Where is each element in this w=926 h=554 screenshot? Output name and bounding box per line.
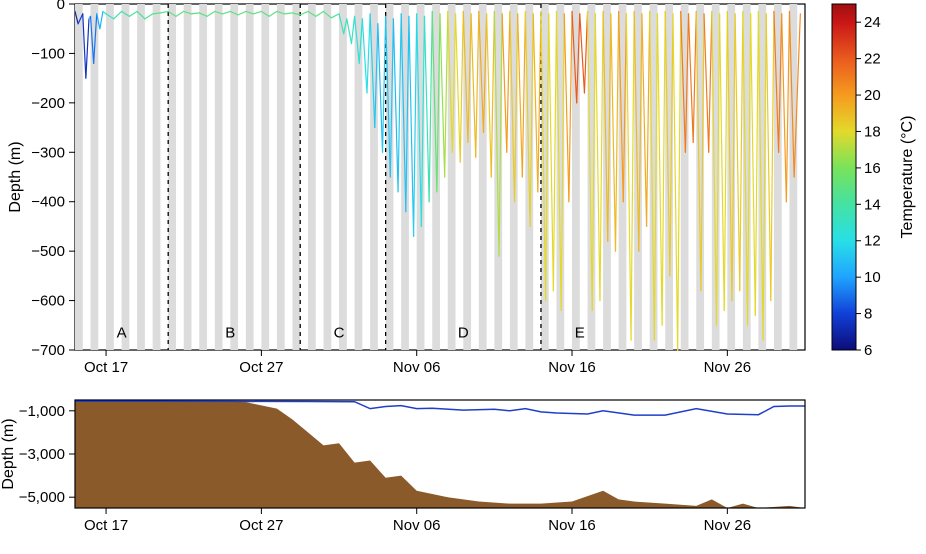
xtick-label: Nov 16	[548, 517, 596, 534]
xtick-label: Nov 06	[393, 359, 441, 376]
colorbar-tick: 6	[864, 342, 872, 359]
xtick-label: Nov 26	[704, 359, 752, 376]
colorbar-tick: 10	[864, 269, 881, 286]
colorbar-tick: 16	[864, 160, 881, 177]
phase-label: E	[575, 325, 585, 342]
bathymetry-area	[75, 401, 805, 508]
ytick-label: −700	[31, 342, 65, 359]
colorbar-tick: 22	[864, 51, 881, 68]
colorbar-tick: 12	[864, 233, 881, 250]
phase-label: A	[117, 325, 127, 342]
ytick-label: −100	[31, 45, 65, 62]
colorbar-tick: 14	[864, 196, 881, 213]
colorbar-tick: 20	[864, 87, 881, 104]
ytick-label: −600	[31, 293, 65, 310]
colorbar: 6 8 10 12 14 16 18 20 22 24 Temperature (°C)	[832, 4, 916, 359]
phase-label: C	[334, 325, 345, 342]
ytick-label: 0	[57, 0, 65, 13]
xtick-label: Oct 27	[239, 359, 283, 376]
ytick-label: −3,000	[19, 446, 65, 463]
figure-svg: A B C D E 0 −100 −200 −300 −400 −500 −600 −700 Depth …	[0, 0, 926, 549]
ytick-label: −200	[31, 95, 65, 112]
phase-label: B	[225, 325, 235, 342]
ytick-label: −300	[31, 144, 65, 161]
ytick-label: −5,000	[19, 489, 65, 506]
bottom-chart: −1,000 −3,000 −5,000Depth (m) Oct 17 Oct 27 N…	[0, 400, 805, 534]
xtick-label: Nov 06	[393, 517, 441, 534]
xtick-label: Oct 17	[84, 359, 128, 376]
colorbar-tick: 24	[864, 14, 881, 31]
ylabel-bottom: Depth (m)	[0, 418, 17, 489]
colorbar-tick: 8	[864, 306, 872, 323]
phase-label: D	[458, 325, 469, 342]
xtick-label: Nov 26	[704, 517, 752, 534]
xtick-label: Nov 16	[548, 359, 596, 376]
ylabel-top: Depth (m)	[7, 141, 24, 212]
ytick-label: −500	[31, 243, 65, 260]
ytick-label: −1,000	[19, 403, 65, 420]
colorbar-tick: 18	[864, 123, 881, 140]
ytick-label: −400	[31, 194, 65, 211]
xtick-label: Oct 27	[239, 517, 283, 534]
top-chart: A B C D E 0 −100 −200 −300 −400 −500 −600 −700 Depth …	[7, 0, 805, 376]
xtick-label: Oct 17	[84, 517, 128, 534]
colorbar-title: Temperature (°C)	[899, 116, 916, 239]
